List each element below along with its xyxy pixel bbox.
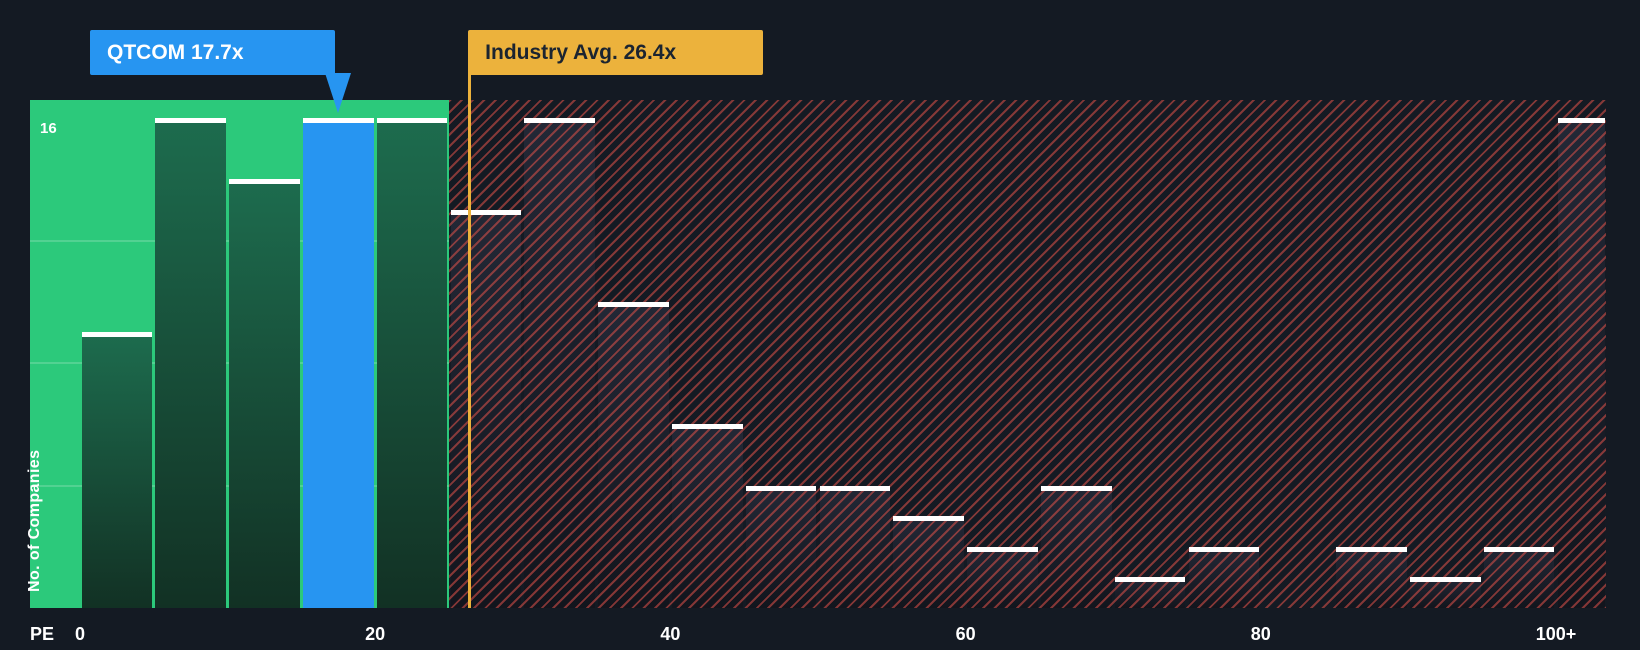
- bars-layer: [30, 100, 1606, 608]
- histogram-bar[interactable]: [1114, 577, 1186, 608]
- bar-top-cap: [671, 424, 743, 430]
- x-tick-label: 60: [955, 624, 976, 644]
- bar-top-cap: [81, 332, 153, 338]
- x-tick-label: 80: [1250, 624, 1271, 644]
- bar-top-cap: [819, 485, 891, 491]
- bar-top-cap: [893, 516, 965, 522]
- histogram-bar[interactable]: [819, 485, 891, 608]
- histogram-bar[interactable]: [893, 516, 965, 608]
- histogram-bar[interactable]: [1336, 546, 1407, 608]
- x-tick-label: 0: [74, 624, 86, 644]
- bar-top-cap: [1483, 546, 1555, 552]
- histogram-bar[interactable]: [1188, 546, 1260, 608]
- histogram-bar[interactable]: [1040, 485, 1112, 608]
- bar-top-cap: [745, 485, 817, 491]
- histogram-bar[interactable]: [1557, 118, 1605, 608]
- bar-top-cap: [450, 209, 522, 215]
- x-tick-label: 100+: [1535, 624, 1577, 644]
- company-callout-label: QTCOM 17.7x: [107, 40, 244, 64]
- y-axis-max-label: 16: [40, 120, 57, 137]
- histogram-bar[interactable]: [450, 209, 522, 608]
- bar-top-cap: [967, 546, 1038, 552]
- bar-top-cap: [302, 118, 374, 123]
- bar-top-cap: [1188, 546, 1260, 552]
- histogram-bar[interactable]: [155, 118, 227, 608]
- histogram-bar[interactable]: [376, 118, 448, 608]
- bar-top-cap: [524, 118, 596, 123]
- histogram-bar[interactable]: [524, 118, 596, 608]
- x-axis-title: PE: [30, 624, 55, 644]
- histogram-bar[interactable]: [745, 485, 817, 608]
- bar-top-cap: [229, 179, 300, 185]
- bar-top-cap: [1336, 546, 1407, 552]
- bar-top-cap: [1114, 577, 1186, 583]
- company-histogram-bar[interactable]: [302, 118, 374, 608]
- industry-avg-callout-label: Industry Avg. 26.4x: [485, 40, 677, 64]
- x-tick-label: 40: [660, 624, 681, 644]
- industry-avg-callout: Industry Avg. 26.4x: [468, 30, 764, 75]
- histogram-bar[interactable]: [1483, 546, 1555, 608]
- plot-area: 16 No. of Companies: [26, 100, 1606, 608]
- x-tick-label: 20: [365, 624, 386, 644]
- company-callout-pointer: [325, 73, 352, 113]
- histogram-bar[interactable]: [671, 424, 743, 608]
- histogram-bar[interactable]: [81, 332, 153, 608]
- company-callout: QTCOM 17.7x: [90, 30, 335, 75]
- x-axis: PE 0 20 40 60 80 100+: [0, 624, 1640, 650]
- histogram-bar[interactable]: [598, 301, 669, 608]
- histogram-bar[interactable]: [967, 546, 1038, 608]
- y-axis-title: No. of Companies: [26, 449, 43, 592]
- bar-top-cap: [155, 118, 227, 123]
- bar-top-cap: [1040, 485, 1112, 491]
- bar-top-cap: [1557, 118, 1605, 123]
- industry-avg-line: [468, 73, 472, 608]
- bar-top-cap: [376, 118, 448, 123]
- histogram-bar[interactable]: [229, 179, 300, 608]
- bar-top-cap: [598, 301, 669, 307]
- histogram-bar[interactable]: [1409, 577, 1481, 608]
- bar-top-cap: [1409, 577, 1481, 583]
